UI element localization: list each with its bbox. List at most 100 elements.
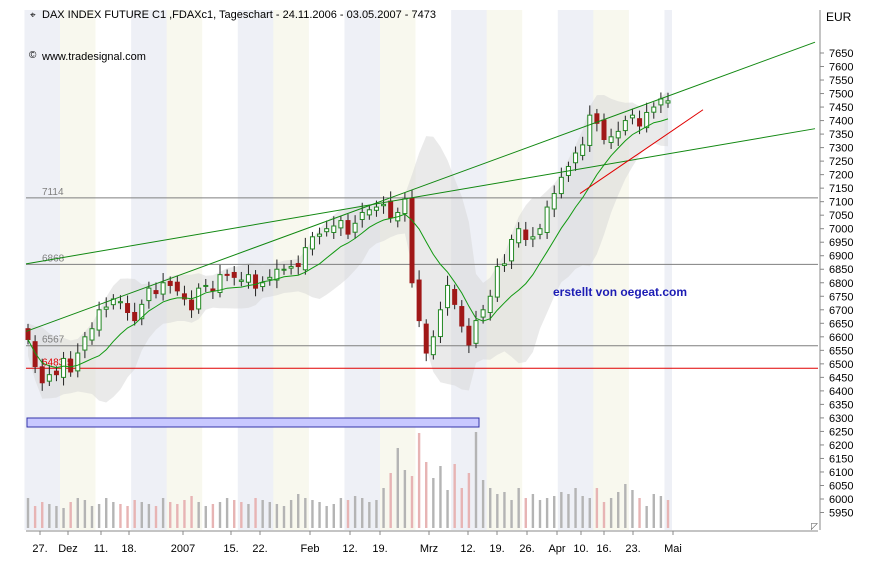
volume-bar — [225, 498, 229, 528]
candle-body — [281, 268, 287, 271]
volume-bar — [609, 498, 613, 528]
candle-body — [637, 118, 643, 127]
x-tick-label: Feb — [301, 543, 320, 555]
y-tick-label: 6650 — [829, 318, 853, 330]
volume-bar — [574, 488, 577, 528]
volume-bar — [105, 498, 108, 528]
resize-grip-icon[interactable]: ◸ — [811, 521, 818, 531]
candle-body — [125, 303, 131, 313]
y-tick-label: 7500 — [829, 89, 853, 101]
volume-bar — [147, 504, 151, 528]
volume-bar — [169, 502, 172, 528]
stripe — [180, 10, 189, 530]
stripe — [387, 10, 395, 530]
stripe — [116, 10, 125, 530]
stripe — [650, 10, 658, 530]
candle-body — [32, 341, 38, 368]
candle-body — [665, 100, 671, 104]
volume-bar — [41, 502, 44, 528]
volume-bar — [389, 473, 392, 528]
candle-body — [402, 198, 408, 215]
y-tick-label: 7600 — [829, 62, 853, 74]
candle-body — [53, 370, 59, 376]
volume-bar — [126, 506, 129, 528]
candle-body — [196, 287, 202, 310]
x-tick-label: Apr — [548, 543, 565, 555]
stripe — [664, 10, 672, 530]
y-tick-label: 7300 — [829, 143, 853, 155]
stripe — [365, 10, 374, 530]
y-tick-label: 6400 — [829, 386, 853, 398]
stripe — [31, 10, 40, 530]
volume-bar — [190, 496, 193, 528]
x-tick-label: 11. — [94, 543, 108, 555]
candle-body — [381, 203, 387, 207]
stripe — [614, 10, 623, 530]
volume-bar — [48, 504, 51, 528]
y-tick-label: 6500 — [829, 359, 853, 371]
volume-bar — [638, 498, 641, 528]
candle-body — [558, 176, 564, 195]
y-tick-label: 7250 — [829, 156, 853, 168]
volume-bar — [83, 500, 87, 528]
author-annotation: erstellt von oegeat.com — [553, 285, 688, 299]
level-label: 6567 — [42, 335, 65, 346]
short-trend-line — [579, 109, 704, 194]
candle-body — [388, 200, 394, 219]
candle-body — [615, 130, 621, 139]
y-tick-label: 6800 — [829, 278, 853, 290]
candle-body — [210, 288, 216, 292]
candle-body — [46, 374, 52, 382]
y-tick-label: 6100 — [829, 467, 853, 479]
volume-bar — [368, 502, 371, 528]
y-tick-label: 7050 — [829, 210, 853, 222]
stripe — [166, 10, 175, 530]
candle-body — [501, 263, 507, 266]
y-tick-label: 6350 — [829, 399, 853, 411]
candle-body — [103, 306, 109, 310]
volume-bar — [595, 488, 599, 528]
candle-body — [551, 193, 557, 210]
candle-body — [146, 287, 152, 302]
candle-body — [224, 273, 230, 276]
candle-body — [544, 206, 550, 233]
volume-bar — [510, 500, 513, 528]
x-tick-label: 19. — [372, 543, 387, 555]
volume-bar — [311, 500, 314, 528]
candle-body — [189, 299, 195, 311]
x-axis: 27. Dez 11. 18. 2007 15. 22. Feb 12. 19. Mrz 12. 19.… — [26, 530, 818, 555]
candle-body — [331, 225, 337, 233]
volume-bar — [33, 506, 37, 528]
stripe — [81, 10, 89, 530]
volume-bar — [581, 496, 584, 528]
volume-bar — [353, 496, 357, 528]
candle-body — [352, 222, 358, 233]
volume-bar — [332, 504, 335, 528]
volume-bar — [382, 488, 385, 528]
stripe — [486, 10, 495, 530]
stripe — [380, 10, 388, 530]
x-tick-label: Mrz — [420, 543, 438, 555]
volume-bar — [446, 490, 449, 528]
candle-body — [253, 274, 259, 289]
candle-body — [274, 268, 280, 281]
candle-body — [61, 357, 67, 378]
candle-body — [231, 271, 237, 278]
volume-bar — [517, 488, 520, 528]
stripe — [351, 10, 360, 530]
x-tick-label: 12. — [342, 543, 357, 555]
volume-bar — [247, 504, 250, 528]
candle-body — [324, 228, 330, 233]
stripe — [159, 10, 168, 530]
band-area — [28, 91, 668, 403]
candle-body — [39, 366, 45, 384]
stripe — [145, 10, 153, 530]
volume-bar — [112, 502, 115, 528]
x-tick-label: 18. — [121, 543, 136, 555]
candle-body — [644, 111, 650, 129]
volume-bar — [631, 490, 634, 528]
y-tick-label: 7550 — [829, 75, 853, 87]
volume-bar — [474, 432, 478, 528]
candle-body — [445, 284, 451, 309]
